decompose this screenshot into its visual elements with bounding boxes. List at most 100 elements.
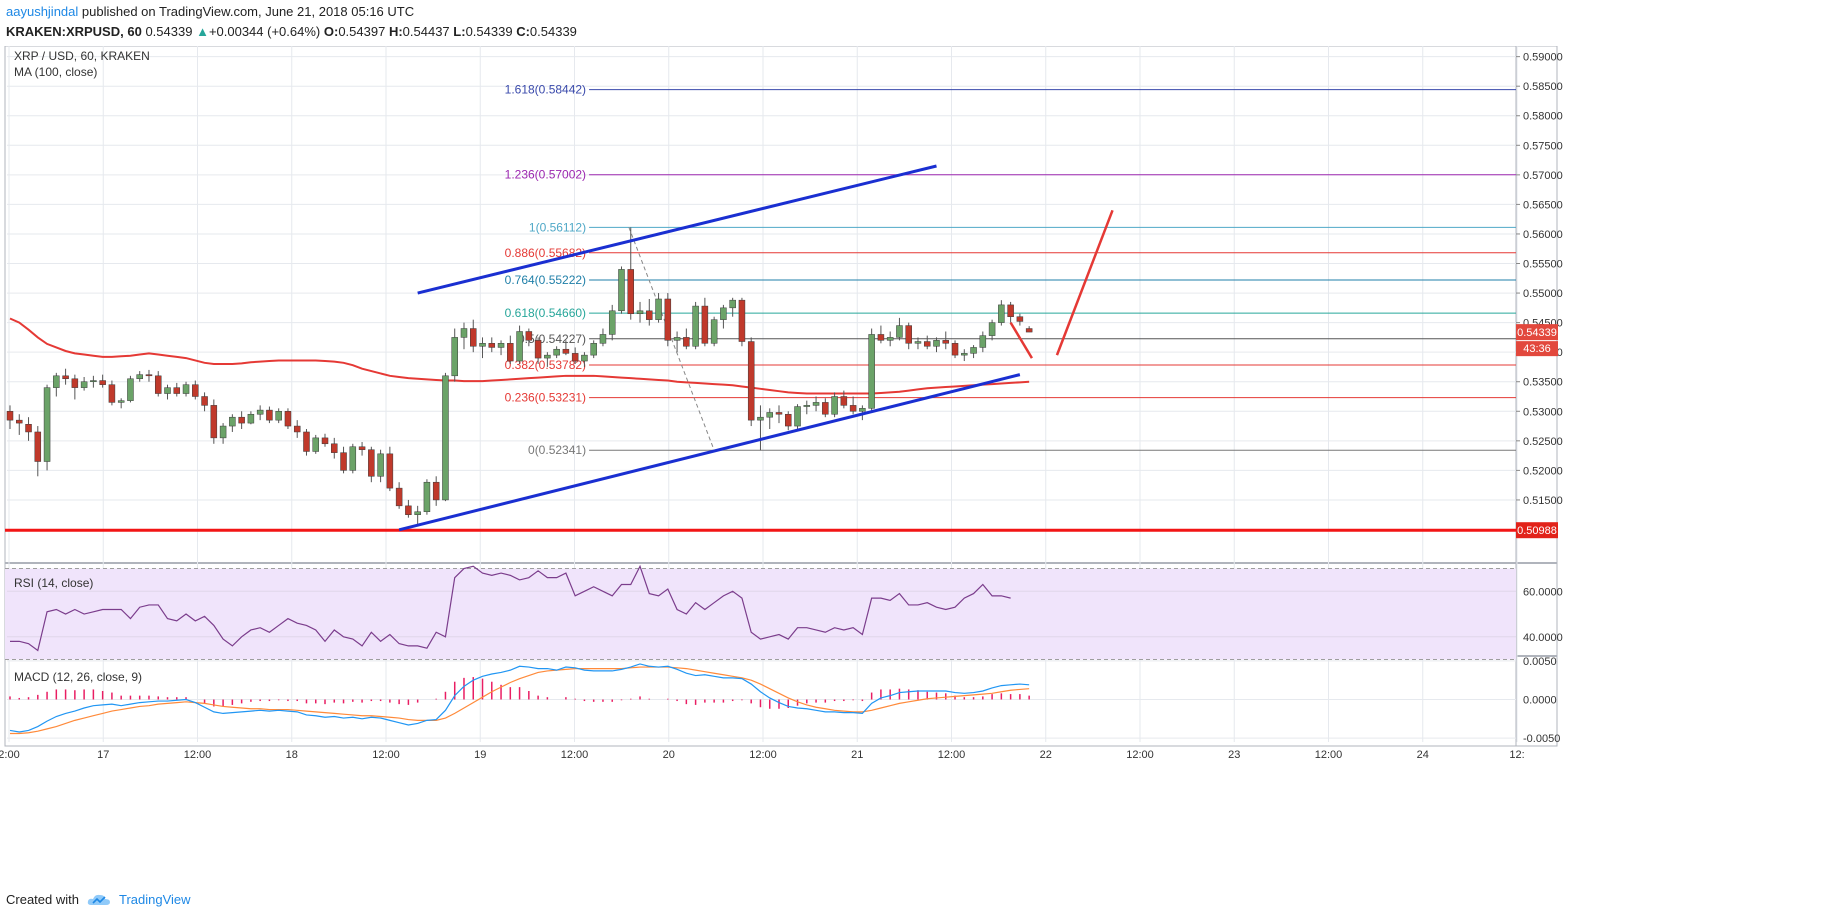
tradingview-brand-link[interactable]: TradingView: [118, 892, 191, 907]
candle-body: [747, 341, 755, 421]
support-price-badge-text: 0.50988: [1517, 525, 1557, 537]
fib-swing-line: [628, 227, 715, 451]
candle-body: [655, 298, 662, 320]
candle-body: [497, 343, 505, 348]
candle-body: [599, 334, 607, 344]
chart-canvas[interactable]: 1.618(0.58442) 1.236(0.57002) 1(0.56112) 0.…: [0, 46, 1828, 888]
candle-body: [201, 396, 208, 406]
y-tick-label: 0.55500: [1523, 259, 1563, 271]
candle-body: [803, 405, 811, 407]
candle-body: [284, 411, 292, 427]
candle-body: [6, 411, 14, 421]
y-tick-label: 0.58500: [1523, 81, 1563, 93]
candle-body: [1016, 316, 1024, 322]
candle-body: [229, 416, 236, 427]
candle-body: [25, 424, 32, 433]
x-tick-label: 12:00: [561, 749, 589, 761]
candle-body: [247, 413, 255, 424]
rsi-y-tick-label: 60.0000: [1523, 586, 1563, 598]
candle-body: [16, 419, 23, 424]
candle-body: [479, 343, 486, 347]
author-link[interactable]: aayushjindal: [6, 4, 79, 19]
candle-body: [293, 425, 301, 433]
candle-body: [840, 396, 848, 406]
candle-body: [534, 340, 542, 359]
candle-body: [618, 269, 625, 312]
candle-body: [608, 310, 616, 335]
x-tick-label: 21: [851, 749, 863, 761]
fib-level-label: 0.886(0.55682): [505, 246, 586, 260]
last-price-badge-text: 0.54339: [1517, 327, 1557, 339]
candle-body: [988, 322, 996, 336]
candle-body: [627, 269, 635, 315]
up-arrow-icon: ▲: [196, 24, 209, 39]
forecast-up-line: [1055, 209, 1114, 356]
candle-body: [1025, 328, 1033, 333]
close-value: 0.54339: [529, 24, 577, 39]
y-tick-label: 0.58000: [1523, 111, 1563, 123]
candle-body: [349, 446, 357, 471]
candle-body: [923, 341, 931, 347]
candle-body: [395, 487, 403, 507]
candle-body: [664, 298, 672, 341]
forecast-down-line: [1009, 321, 1034, 359]
candle-body: [775, 412, 783, 415]
last-price-badge: [1516, 324, 1558, 341]
high-label: H:: [388, 24, 403, 39]
candle-body: [377, 453, 384, 477]
candle-body: [442, 375, 449, 501]
open-label: O:: [323, 24, 339, 39]
y-tick-label: 0.57000: [1523, 170, 1563, 182]
candle-body: [136, 374, 143, 380]
candle-body: [942, 340, 950, 344]
y-tick-label: 0.52000: [1523, 465, 1563, 477]
candle-body: [673, 337, 681, 341]
candle-body: [683, 337, 690, 347]
y-tick-label: 0.59000: [1523, 52, 1563, 64]
x-tick-label: 12:: [1509, 749, 1524, 761]
candle-body: [164, 387, 171, 394]
candle-body: [636, 310, 644, 315]
fib-level-label: 1(0.56112): [529, 220, 586, 234]
candle-body: [80, 381, 88, 388]
candle-body: [423, 481, 431, 513]
macd-signal-line: [10, 666, 1030, 735]
candle-body: [544, 354, 551, 359]
x-tick-label: 12:00: [749, 749, 777, 761]
fib-level-label: 0.382(0.53782): [505, 358, 586, 372]
candle-body: [460, 328, 468, 338]
fib-level-label: 0.764(0.55222): [505, 273, 586, 287]
candle-body: [145, 374, 153, 377]
upper-trend-line: [417, 164, 937, 295]
lower-trend-line: [398, 373, 1021, 532]
candle-body: [154, 375, 162, 394]
candle-body: [710, 319, 718, 344]
y-tick-label: 0.56500: [1523, 199, 1563, 211]
candle-body: [877, 334, 885, 341]
macd-y-tick-label: -0.0050: [1523, 733, 1560, 745]
candle-body: [173, 387, 181, 394]
candle-body: [182, 384, 190, 394]
candle-body: [886, 337, 894, 341]
candle-body: [757, 416, 764, 421]
candle-body: [896, 325, 903, 338]
x-tick-label: 12:00: [1126, 749, 1154, 761]
candle-body: [905, 325, 912, 344]
x-tick-label: 24: [1417, 749, 1429, 761]
candle-body: [321, 437, 329, 445]
candle-body: [961, 353, 968, 356]
candle-body: [238, 416, 245, 424]
x-tick-label: 22: [1040, 749, 1052, 761]
candle-body: [738, 299, 746, 342]
x-tick-label: 20: [663, 749, 675, 761]
candle-body: [849, 405, 857, 412]
ma-indicator-label: MA (100, close): [14, 65, 97, 79]
candle-body: [432, 481, 440, 501]
created-with-text: Created with: [6, 892, 79, 907]
ohlc-line: KRAKEN:XRPUSD, 60 0.54339 ▲+0.00344 (+0.…: [6, 24, 577, 40]
candle-body: [933, 340, 940, 347]
tradingview-cloud-icon: [87, 894, 110, 905]
y-tick-label: 0.55000: [1523, 288, 1563, 300]
candle-body: [53, 375, 60, 388]
macd-y-tick-label: 0.0050: [1523, 656, 1557, 668]
